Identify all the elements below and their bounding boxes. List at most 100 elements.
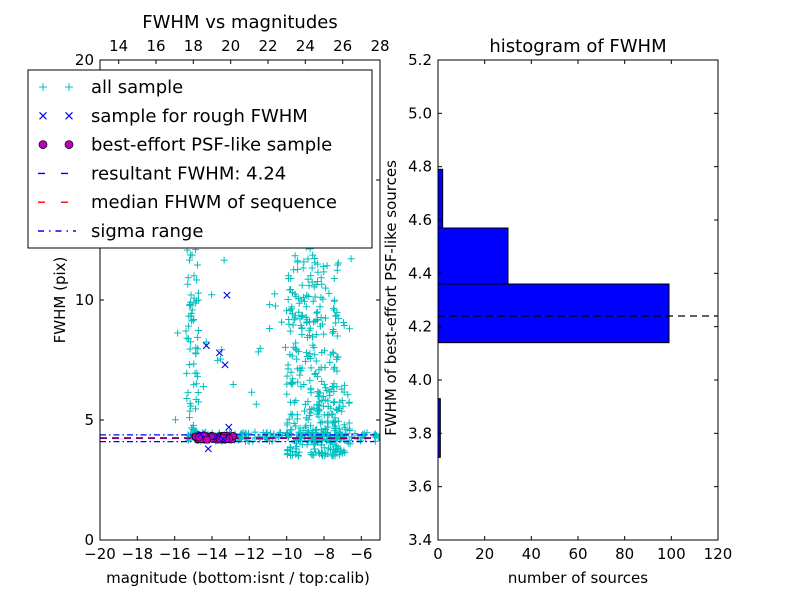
y-tick-label: 4.6 [408, 211, 432, 229]
all-sample-point [288, 411, 296, 419]
all-sample-point [202, 338, 210, 346]
x-tick-label: −18 [122, 545, 154, 563]
all-sample-point [289, 321, 297, 329]
all-sample-point [341, 423, 349, 431]
all-sample-point [290, 316, 298, 324]
all-sample-point [307, 409, 315, 417]
all-sample-point [184, 280, 192, 288]
all-sample-point [328, 452, 336, 460]
rough-fwhm-sample-point [197, 430, 205, 438]
all-sample-point [194, 333, 202, 341]
y-tick-label: 3.4 [408, 531, 432, 549]
all-sample-point [283, 390, 291, 398]
all-sample-point [316, 303, 324, 311]
all-sample-point [338, 397, 346, 405]
all-sample-point [184, 389, 192, 397]
all-sample-point [330, 296, 338, 304]
all-sample-point [248, 388, 256, 396]
all-sample-point [340, 321, 348, 329]
all-sample-point [252, 400, 260, 408]
all-sample-point [301, 357, 309, 365]
all-sample-point [314, 308, 322, 316]
x-tick-label: −20 [84, 545, 116, 563]
all-sample-point [294, 257, 302, 265]
all-sample-point [319, 393, 327, 400]
all-sample-point [320, 380, 328, 388]
best-effort-sample-point [203, 435, 211, 444]
all-sample-point [328, 410, 336, 418]
x-tick-label: 0 [433, 545, 443, 563]
all-sample-point [308, 333, 316, 341]
all-sample-point [320, 330, 328, 338]
all-sample-point [293, 355, 301, 363]
all-sample-point [312, 281, 320, 289]
all-sample-point [312, 425, 320, 433]
all-sample-point [318, 430, 326, 438]
x-tick-label: −12 [234, 545, 266, 563]
all-sample-point [218, 346, 226, 354]
histogram-bar [437, 283, 670, 344]
all-sample-point [291, 312, 299, 320]
all-sample-point [287, 285, 295, 293]
all-sample-point [306, 376, 314, 384]
all-sample-point [345, 419, 353, 427]
all-sample-point [304, 398, 312, 406]
all-sample-point [321, 425, 329, 433]
all-sample-point [171, 416, 179, 424]
all-sample-point [375, 434, 380, 442]
all-sample-point [302, 414, 310, 422]
rough-fwhm-sample-point [223, 291, 231, 299]
all-sample-point [310, 344, 318, 352]
all-sample-point [208, 291, 216, 299]
all-sample-point [310, 441, 318, 449]
all-sample-point [329, 349, 337, 357]
all-sample-point [295, 452, 303, 460]
all-sample-point [292, 445, 300, 453]
all-sample-point [304, 293, 312, 301]
all-sample-point [325, 289, 333, 297]
all-sample-point [351, 429, 359, 437]
all-sample-point [301, 297, 309, 305]
all-sample-point [335, 404, 343, 412]
all-sample-point [298, 441, 306, 449]
all-sample-point [290, 266, 298, 274]
all-sample-point [309, 427, 317, 434]
all-sample-point [298, 281, 306, 289]
x-tick-label: 20 [475, 545, 494, 563]
all-sample-point [288, 426, 296, 434]
all-sample-point [297, 322, 305, 330]
legend-marker-x [39, 111, 47, 120]
all-sample-point [192, 395, 200, 403]
all-sample-point [174, 329, 182, 337]
all-sample-point [300, 381, 308, 389]
legend-marker-plus [65, 83, 73, 91]
all-sample-point [318, 418, 326, 426]
all-sample-point [194, 289, 202, 297]
all-sample-point [329, 419, 337, 427]
all-sample-point [330, 380, 338, 388]
all-sample-point [185, 312, 193, 320]
all-sample-point [288, 289, 296, 297]
all-sample-point [187, 301, 195, 309]
x-tick-label: −14 [196, 545, 228, 563]
all-sample-point [308, 264, 316, 272]
all-sample-point [295, 299, 303, 307]
best-effort-sample-point [219, 433, 227, 442]
all-sample-point [344, 391, 352, 399]
all-sample-point [193, 276, 201, 284]
all-sample-point [324, 417, 332, 425]
x-tick-label: 80 [615, 545, 634, 563]
all-sample-point [284, 296, 292, 304]
all-sample-point [281, 343, 289, 351]
all-sample-point [186, 400, 194, 408]
all-sample-point [312, 309, 320, 317]
all-sample-point [311, 255, 319, 263]
top-x-tick-label: 26 [333, 37, 352, 55]
all-sample-point [319, 295, 327, 303]
all-sample-point [199, 383, 207, 391]
all-sample-point [301, 407, 309, 415]
y-tick-label: 20 [75, 51, 94, 69]
top-x-tick-label: 16 [146, 37, 165, 55]
all-sample-point [187, 291, 195, 299]
all-sample-point [329, 304, 337, 312]
